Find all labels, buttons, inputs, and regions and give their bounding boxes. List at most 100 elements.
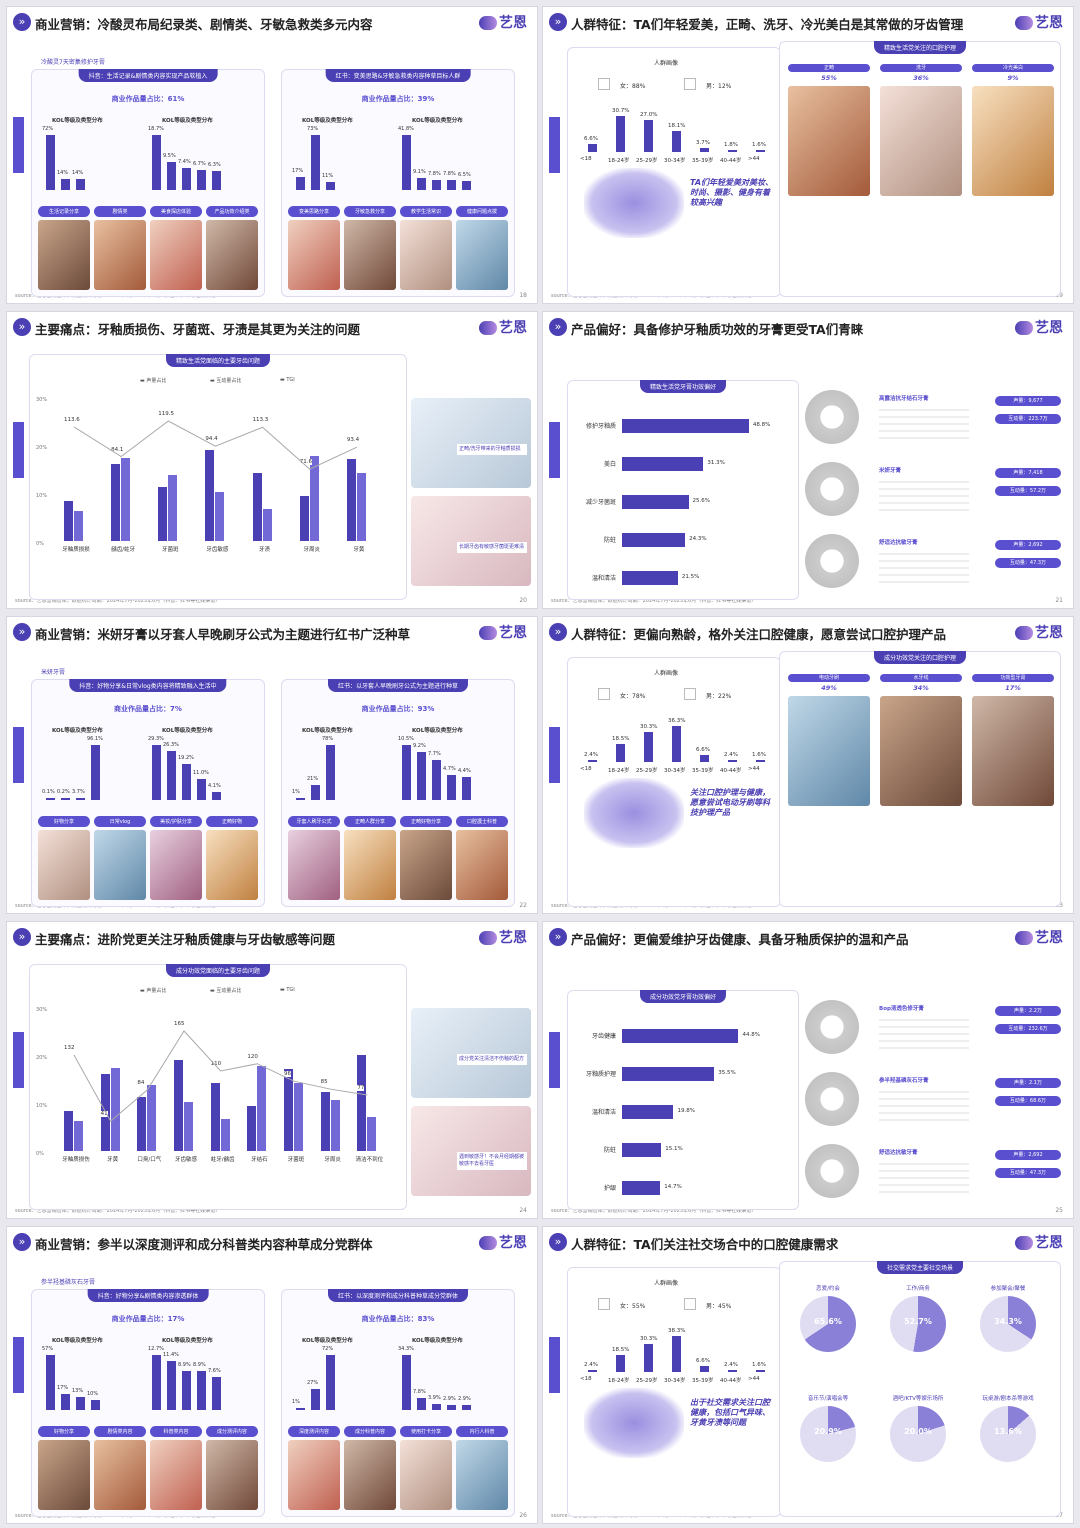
- product-image[interactable]: [805, 390, 859, 444]
- content-tag[interactable]: 深度测评内容: [288, 1426, 340, 1437]
- content-thumbnail[interactable]: [94, 830, 146, 900]
- content-thumbnail[interactable]: [456, 1440, 508, 1510]
- x-label: 牙结石: [251, 1157, 268, 1163]
- content-tag[interactable]: 教学生活常识: [400, 206, 452, 217]
- content-thumbnail[interactable]: [150, 1440, 202, 1510]
- content-tag[interactable]: 口腔護士科普: [456, 816, 508, 827]
- content-tag[interactable]: 内行人科普: [456, 1426, 508, 1437]
- female-checkbox[interactable]: [598, 688, 610, 700]
- product-image[interactable]: [805, 534, 859, 588]
- content-tag[interactable]: 成分科普内容: [344, 1426, 396, 1437]
- content-thumbnail[interactable]: [344, 220, 396, 290]
- commercial-share: 商业作品量占比：83%: [361, 1315, 435, 1323]
- content-tag[interactable]: 成分测评内容: [206, 1426, 258, 1437]
- content-tag[interactable]: 正畸好物: [206, 816, 258, 827]
- content-tag[interactable]: 正畸人群分享: [344, 816, 396, 827]
- scene-label: 参加聚会/聚餐: [990, 1286, 1026, 1292]
- content-tag[interactable]: 美食探店体验: [150, 206, 202, 217]
- care-tab[interactable]: 电动牙刷: [788, 674, 870, 682]
- chart-title: 成分功效党面临的主要牙齿问题: [165, 964, 271, 977]
- content-tag[interactable]: 产品功效介绍类: [206, 206, 258, 217]
- content-tag[interactable]: 科普类内容: [150, 1426, 202, 1437]
- content-tag[interactable]: 正畸好物分享: [400, 816, 452, 827]
- care-tab[interactable]: 功效型牙膏: [972, 674, 1054, 682]
- content-tag[interactable]: 变美思路分享: [288, 206, 340, 217]
- content-tag[interactable]: 使用打卡分享: [400, 1426, 452, 1437]
- care-tab[interactable]: 水牙线: [880, 674, 962, 682]
- content-thumbnail[interactable]: [400, 830, 452, 900]
- evidence-card-2[interactable]: 长期牙齿有敏感牙菌斑更难清: [411, 496, 531, 586]
- content-thumbnail[interactable]: [206, 1440, 258, 1510]
- content-thumbnail[interactable]: [456, 830, 508, 900]
- content-tag[interactable]: 剧情类内容: [94, 1426, 146, 1437]
- content-tag[interactable]: 剧情类: [94, 206, 146, 217]
- care-tab[interactable]: 正畸: [788, 64, 870, 72]
- right-box: 社交需求党主要社交场景 恋爱/约会 65.6% 工作/商务 52.7% 参加聚会/聚餐 34…: [779, 1261, 1061, 1517]
- content-thumbnail[interactable]: [344, 1440, 396, 1510]
- volume-pill: 声量：7,418: [995, 468, 1061, 478]
- product-image[interactable]: [805, 462, 859, 516]
- side-label: [549, 1032, 560, 1088]
- content-tag[interactable]: 健康问题点拨: [456, 206, 508, 217]
- product-desc: [879, 1086, 969, 1122]
- content-tag[interactable]: 好物分享: [38, 1426, 90, 1437]
- content-thumbnail[interactable]: [288, 830, 340, 900]
- content-tag[interactable]: 生活记录分享: [38, 206, 90, 217]
- chart-bar: 3.7%: [72, 789, 85, 800]
- chart-bar: 7.8%: [413, 1389, 426, 1410]
- age-bar: [700, 147, 709, 152]
- evidence-card-1[interactable]: 成分党关注清洁不伤釉的配方: [411, 1008, 531, 1098]
- content-thumbnail[interactable]: [94, 220, 146, 290]
- evidence-card-2[interactable]: 遇到敏感牙！不会月经期都被敏感不去看牙医: [411, 1106, 531, 1196]
- female-checkbox[interactable]: [598, 78, 610, 90]
- care-tab[interactable]: 洗牙: [880, 64, 962, 72]
- scene-label: 恋爱/约会: [816, 1286, 840, 1292]
- logo-mark-icon: [479, 626, 497, 640]
- care-photo[interactable]: [880, 696, 962, 806]
- content-tag[interactable]: 日常vlog: [94, 816, 146, 827]
- content-thumbnail[interactable]: [456, 220, 508, 290]
- female-checkbox[interactable]: [598, 1298, 610, 1310]
- product-image[interactable]: [805, 1144, 859, 1198]
- logo-mark-icon: [479, 16, 497, 30]
- logo: 艺恩: [1015, 927, 1063, 947]
- content-thumbnail[interactable]: [400, 1440, 452, 1510]
- content-thumbnail[interactable]: [206, 220, 258, 290]
- product-image[interactable]: [805, 1000, 859, 1054]
- content-thumbnail[interactable]: [38, 1440, 90, 1510]
- content-thumbnail[interactable]: [288, 1440, 340, 1510]
- product-image[interactable]: [805, 1072, 859, 1126]
- tgi-value: 120: [247, 1053, 258, 1060]
- content-thumbnail[interactable]: [344, 830, 396, 900]
- row-label: 护龈: [603, 1185, 616, 1192]
- content-thumbnail[interactable]: [288, 220, 340, 290]
- care-photo[interactable]: [788, 696, 870, 806]
- age-label: 25-29岁: [636, 768, 658, 774]
- product-name: 高露洁抗牙结石牙膏: [879, 396, 929, 402]
- content-tag[interactable]: 牙套人刷牙公式: [288, 816, 340, 827]
- care-photo[interactable]: [972, 86, 1054, 196]
- care-photo[interactable]: [880, 86, 962, 196]
- content-thumbnail[interactable]: [206, 830, 258, 900]
- content-thumbnail[interactable]: [38, 220, 90, 290]
- male-checkbox[interactable]: [684, 688, 696, 700]
- evidence-card-1[interactable]: 正畸/洗牙带来的牙釉质损损: [411, 398, 531, 488]
- content-thumbnail[interactable]: [400, 220, 452, 290]
- content-tag[interactable]: 美妆/护肤分享: [150, 816, 202, 827]
- content-thumbnail[interactable]: [150, 830, 202, 900]
- age-bar: [728, 149, 737, 152]
- male-checkbox[interactable]: [684, 1298, 696, 1310]
- care-photo[interactable]: [972, 696, 1054, 806]
- content-thumbnail[interactable]: [94, 1440, 146, 1510]
- side-label: [549, 117, 560, 173]
- care-tab[interactable]: 冷光美白: [972, 64, 1054, 72]
- male-checkbox[interactable]: [684, 78, 696, 90]
- age-value: 18.1%: [668, 122, 686, 129]
- male-share: 男：12%: [706, 83, 732, 90]
- content-tag[interactable]: 好物分享: [38, 816, 90, 827]
- care-desc: [788, 202, 870, 262]
- content-tag[interactable]: 牙敏急救分享: [344, 206, 396, 217]
- content-thumbnail[interactable]: [150, 220, 202, 290]
- content-thumbnail[interactable]: [38, 830, 90, 900]
- care-photo[interactable]: [788, 86, 870, 196]
